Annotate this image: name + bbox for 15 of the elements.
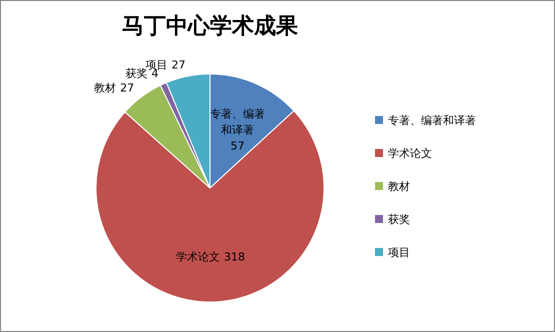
slice-label: 教材	[94, 81, 116, 94]
data-label: 318	[224, 250, 245, 264]
data-label: 57	[230, 139, 244, 152]
slice-label: 获奖	[126, 66, 148, 80]
legend-label: 获奖	[388, 213, 410, 226]
legend-label: 专著、编著和译著	[388, 114, 476, 127]
slice-label: 项目	[145, 58, 168, 72]
chart-title: 马丁中心学术成果	[122, 13, 299, 39]
legend-label: 教材	[388, 180, 410, 193]
slice-label: 学术论文	[176, 250, 220, 264]
legend-label: 学术论文	[388, 147, 432, 160]
legend-label: 项目	[388, 246, 410, 259]
data-label: 27	[120, 81, 134, 94]
data-label: 27	[171, 58, 186, 72]
slice-label: 专著、编著和译著	[210, 107, 265, 136]
